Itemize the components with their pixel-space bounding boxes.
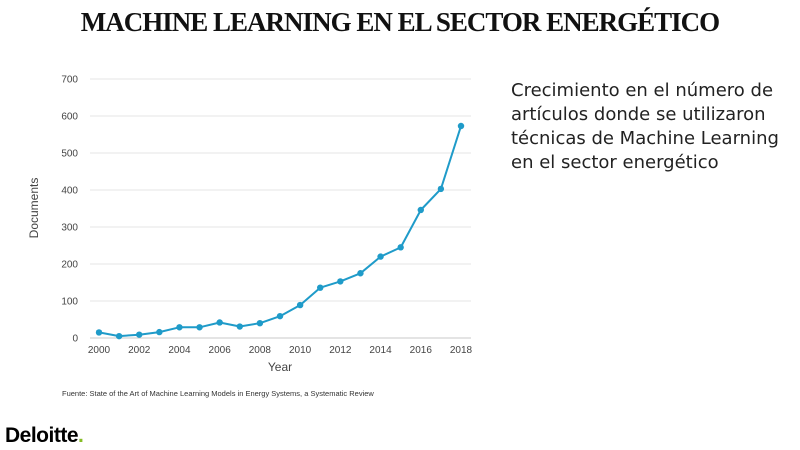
data-point	[216, 319, 223, 326]
data-point	[95, 329, 103, 336]
x-axis-title: Year	[268, 360, 292, 374]
x-tick-label: 2008	[249, 345, 272, 356]
data-point	[377, 253, 384, 260]
data-point	[337, 278, 344, 285]
data-point	[457, 122, 465, 130]
y-axis-title: Documents	[27, 178, 41, 239]
data-point	[397, 244, 404, 251]
y-tick-label: 100	[61, 297, 78, 308]
y-tick-label: 600	[61, 112, 78, 123]
x-tick-label: 2012	[329, 345, 352, 356]
y-axis-ticks: 0 100 200 300 400 500 600 700	[61, 75, 78, 345]
data-point	[276, 312, 284, 320]
x-tick-label: 2006	[209, 345, 232, 356]
y-tick-label: 200	[61, 260, 78, 271]
data-point	[196, 324, 203, 331]
series-line-layer	[98, 125, 462, 338]
data-point	[136, 331, 143, 338]
data-point	[357, 270, 364, 277]
deloitte-logo: Deloitte.	[5, 424, 84, 448]
data-point	[256, 320, 264, 327]
x-tick-label: 2018	[450, 345, 473, 356]
series-line	[98, 125, 462, 338]
x-tick-label: 2000	[88, 345, 111, 356]
logo-dot: .	[78, 424, 84, 447]
data-point	[437, 185, 445, 193]
source-citation: Fuente: State of the Art of Machine Lear…	[62, 389, 374, 398]
data-point	[317, 284, 324, 291]
chart-gridlines	[90, 78, 471, 339]
x-tick-label: 2016	[410, 345, 433, 356]
x-axis-ticks: 2000 2002 2004 2006 2008 2010 2012 2014 2016 2018	[88, 345, 473, 356]
series-points-layer	[95, 122, 465, 340]
x-tick-label: 2004	[168, 345, 191, 356]
x-tick-label: 2010	[289, 345, 312, 356]
y-tick-label: 500	[61, 149, 78, 160]
slide-title: MACHINE LEARNING EN EL SECTOR ENERGÉTICO	[80, 7, 720, 37]
chart-description: Crecimiento en el número de artículos do…	[511, 80, 779, 173]
x-tick-label: 2014	[369, 345, 392, 356]
data-point	[115, 332, 123, 340]
data-point	[156, 328, 163, 336]
data-point	[417, 206, 424, 214]
y-tick-label: 0	[72, 334, 78, 345]
data-point	[236, 323, 243, 330]
data-point	[176, 324, 183, 331]
data-point	[296, 301, 304, 309]
y-tick-label: 400	[61, 186, 78, 197]
logo-text: Deloitte	[5, 424, 79, 447]
y-tick-label: 300	[61, 223, 78, 234]
x-tick-label: 2002	[128, 345, 151, 356]
y-tick-label: 700	[61, 75, 78, 86]
